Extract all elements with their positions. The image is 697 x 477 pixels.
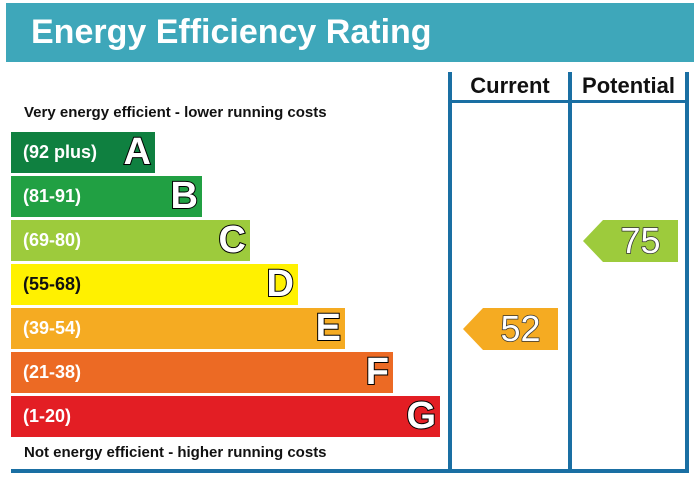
potential-arrow-shape (583, 220, 678, 262)
frame-header-rule (448, 100, 689, 103)
frame-right-border (685, 72, 689, 472)
band-range-label: (69-80) (23, 230, 82, 250)
title-banner: Energy Efficiency Rating (6, 3, 694, 62)
band-letter-label: A (123, 130, 152, 174)
potential-arrow-polygon (583, 220, 678, 262)
chart-title: Energy Efficiency Rating (31, 13, 432, 51)
current-arrow-polygon (463, 308, 558, 350)
band-letter-label: F (365, 350, 390, 394)
band-range-label: (21-38) (23, 362, 82, 382)
band-letter-label: G (405, 394, 437, 438)
band-d: (55-68) D (11, 262, 298, 306)
band-range-label: (92 plus) (23, 142, 98, 162)
band-range-label: (1-20) (23, 406, 72, 426)
band-c: (69-80) C (11, 218, 250, 262)
potential-column-header: Potential (582, 73, 675, 98)
band-letter-label: C (218, 218, 247, 262)
current-arrow-shape (463, 308, 558, 350)
frame-left-divider (448, 72, 452, 472)
top-caption: Very energy efficient - lower running co… (24, 104, 327, 121)
band-f: (21-38) F (11, 350, 393, 394)
band-letter-label: B (170, 174, 199, 218)
band-range-label: (81-91) (23, 186, 82, 206)
current-column-header: Current (470, 73, 550, 98)
frame-mid-divider (568, 72, 572, 472)
frame-bottom-rule (11, 469, 689, 473)
current-rating-value: 52 (500, 307, 542, 350)
band-b: (81-91) B (11, 174, 202, 218)
band-range-label: (55-68) (23, 274, 82, 294)
band-e: (39-54) E (11, 306, 345, 350)
current-rating-arrow: 52 (463, 307, 558, 350)
potential-rating-value: 75 (620, 219, 662, 262)
bottom-caption: Not energy efficient - higher running co… (24, 444, 327, 461)
band-g: (1-20) G (11, 394, 440, 438)
potential-rating-arrow: 75 (583, 219, 678, 262)
band-a: (92 plus) A (11, 130, 155, 174)
band-range-label: (39-54) (23, 318, 82, 338)
band-letter-label: D (266, 262, 295, 306)
band-letter-label: E (315, 306, 342, 350)
